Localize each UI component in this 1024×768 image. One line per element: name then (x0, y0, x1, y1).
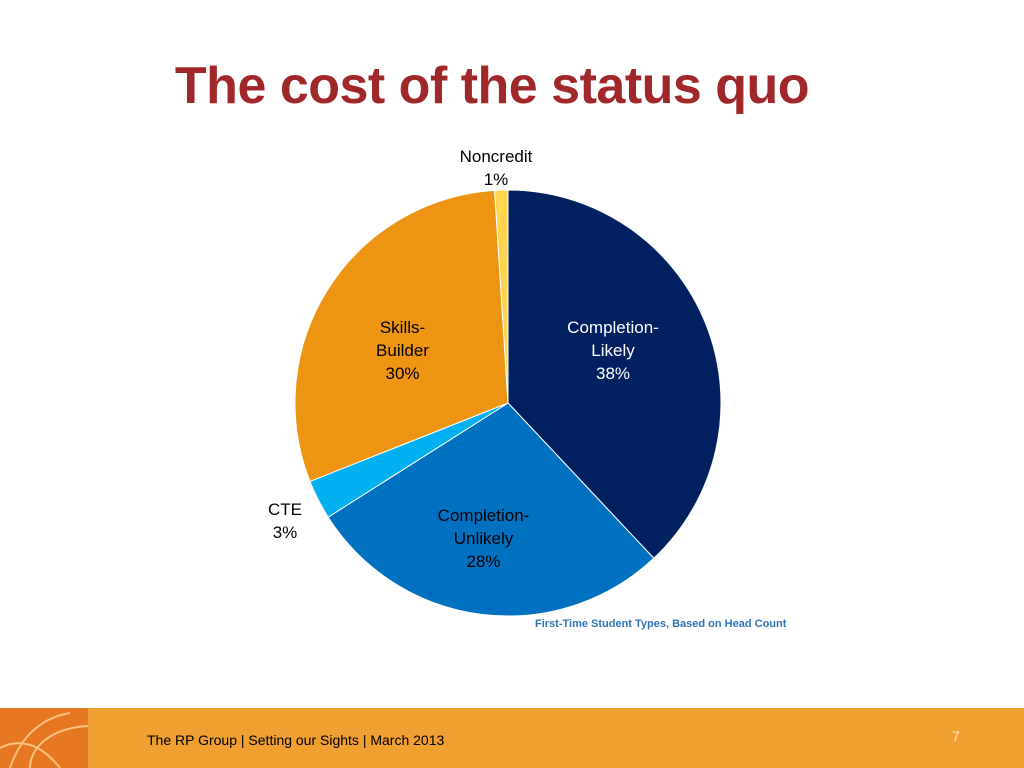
page-number: 7 (952, 728, 960, 744)
slice-value: 28% (466, 552, 501, 571)
slice-name: Completion-Unlikely (437, 506, 530, 548)
slice-label: CTE 3% (255, 498, 315, 544)
logo-curves (0, 712, 88, 768)
slice-value: 38% (595, 364, 631, 383)
slice-label: Completion-Likely 38% (558, 316, 668, 385)
pie-slice (494, 189, 509, 404)
chart-subtitle: First-Time Student Types, Based on Head … (535, 618, 787, 630)
slice-name: Skills-Builder (376, 318, 429, 360)
footer-bar: The RP Group | Setting our Sights | Marc… (0, 708, 1024, 768)
slice-label: Skills-Builder 30% (360, 316, 445, 385)
pie-slice (294, 189, 509, 483)
slice-name: Completion-Likely (567, 318, 659, 360)
footer-text: The RP Group | Setting our Sights | Marc… (147, 732, 445, 748)
slice-value: 3% (272, 523, 298, 542)
footer-logo (0, 708, 88, 768)
slice-label: Completion-Unlikely 28% (426, 504, 541, 573)
slice-name: Noncredit (459, 147, 533, 166)
pie-slice (327, 402, 655, 617)
chart-title: The cost of the status quo (174, 57, 810, 115)
slice-name: CTE (268, 500, 302, 519)
pie-slice (507, 189, 722, 559)
slice-value: 30% (385, 364, 420, 383)
chart (294, 189, 722, 617)
slice-label: Noncredit 1% (446, 145, 546, 191)
slice-value: 1% (483, 170, 509, 189)
